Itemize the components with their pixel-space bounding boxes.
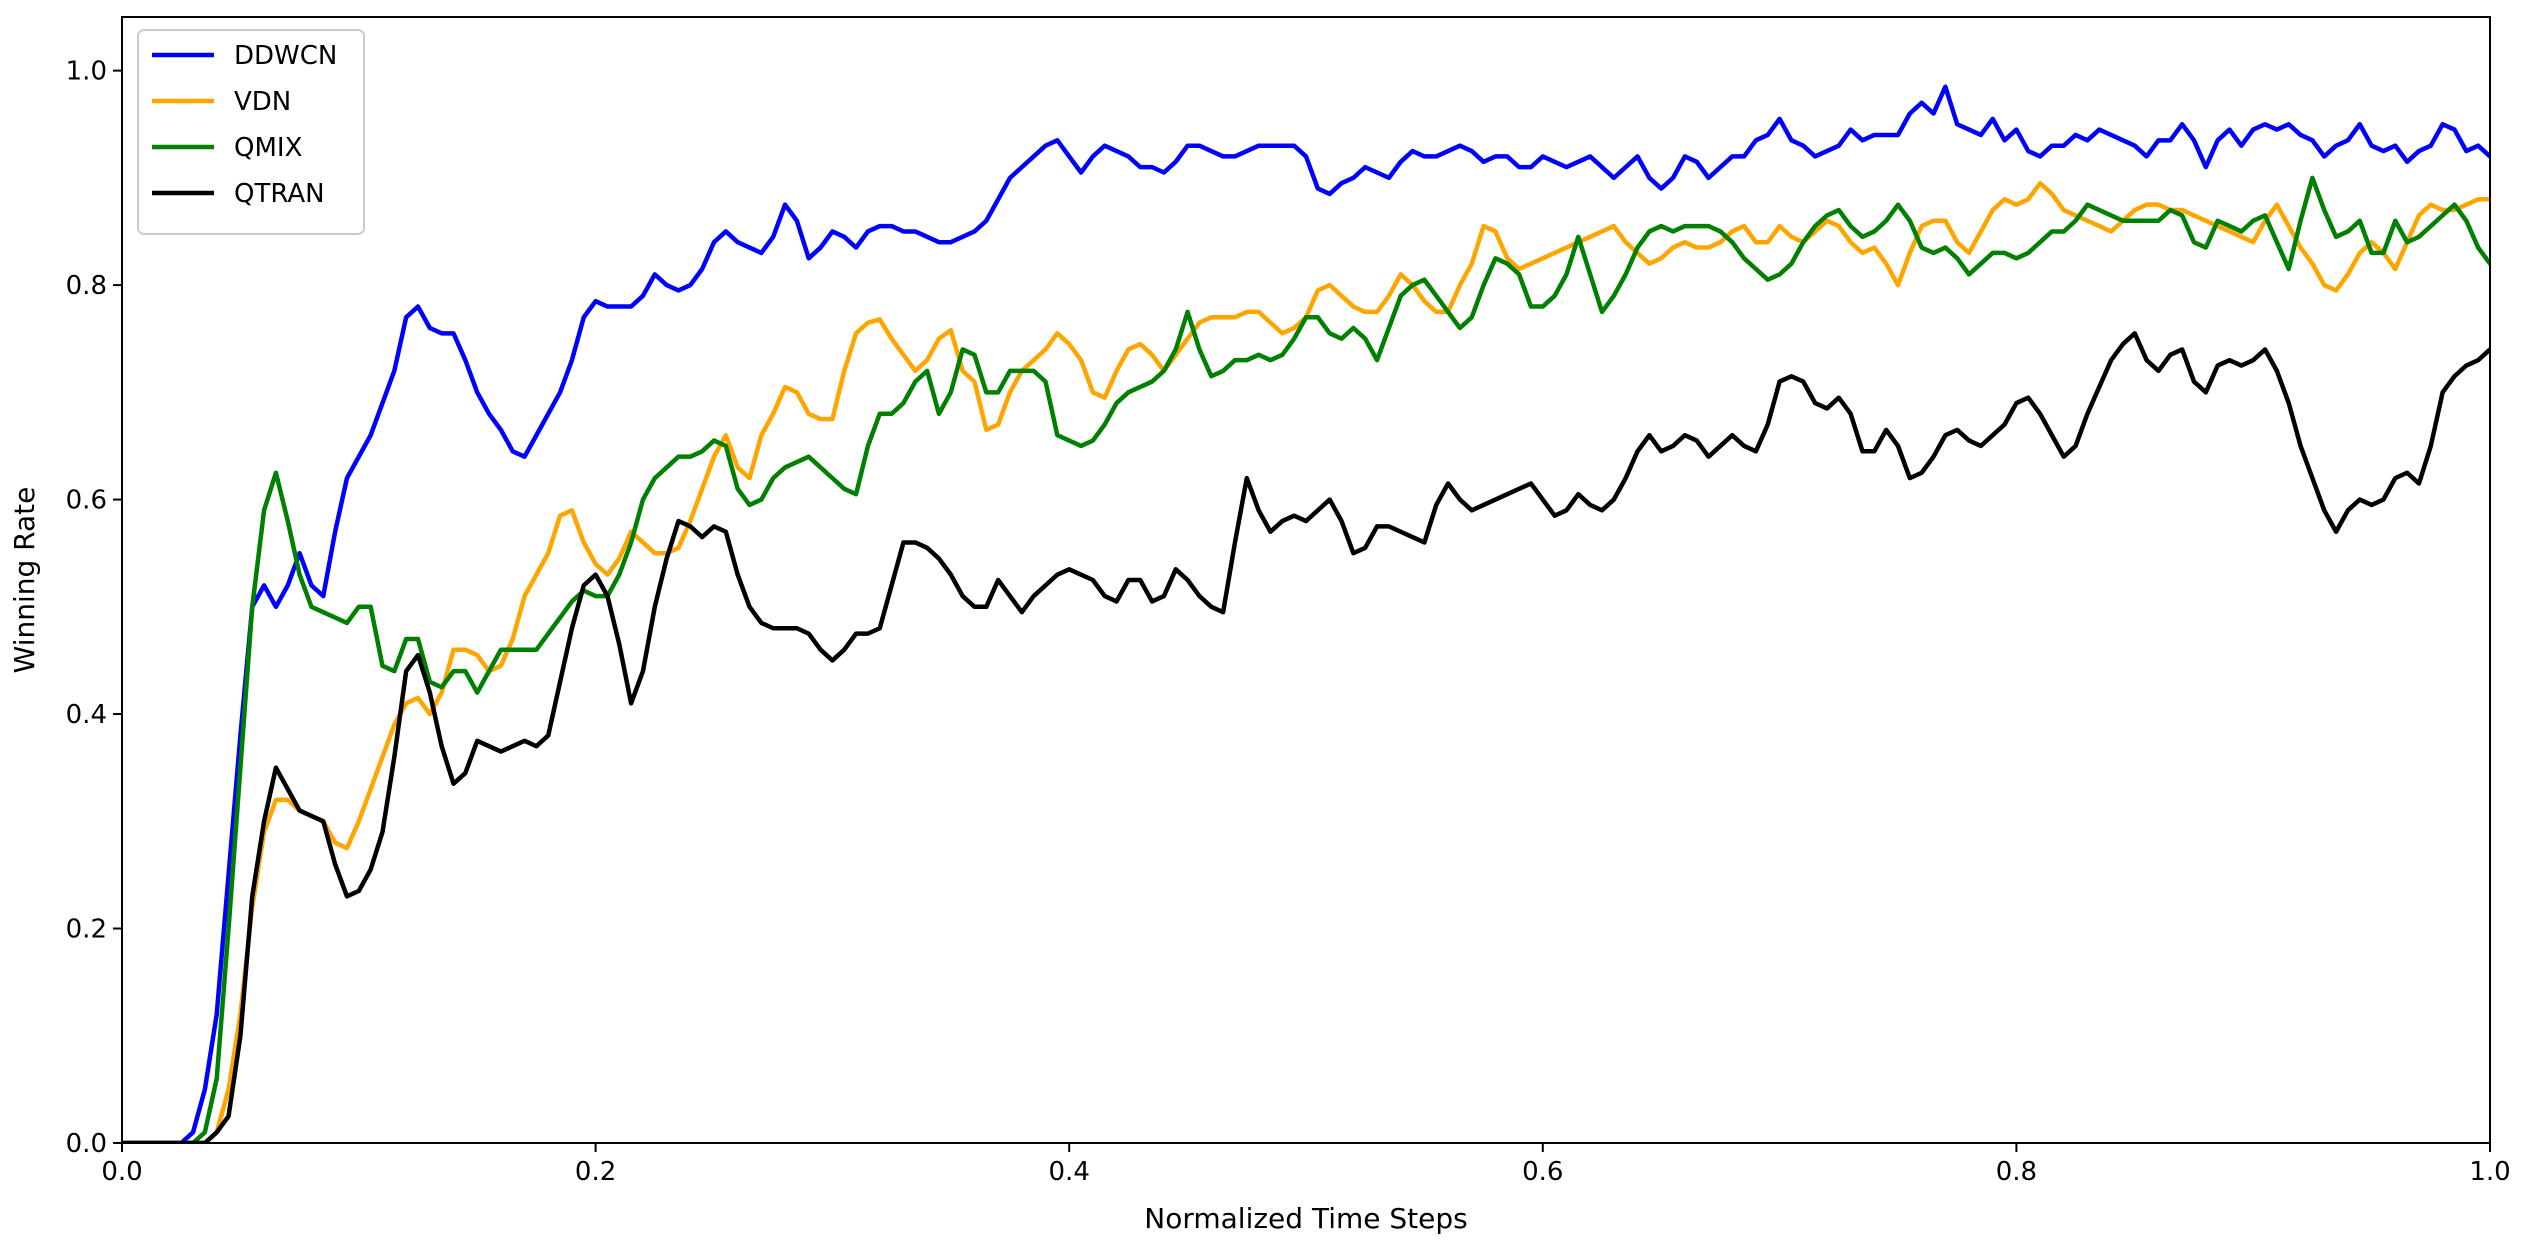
series-line-ddwcn xyxy=(122,84,2490,1143)
legend-label-qtran: QTRAN xyxy=(234,179,325,209)
y-tick-label: 0.4 xyxy=(66,700,107,730)
x-tick-label: 0.4 xyxy=(1049,1157,1090,1187)
series-line-vdn xyxy=(122,180,2490,1143)
y-tick-label: 0.0 xyxy=(66,1129,107,1159)
y-tick-label: 0.2 xyxy=(66,915,107,945)
x-tick-label: 0.2 xyxy=(575,1157,616,1187)
legend-label-ddwcn: DDWCN xyxy=(234,41,337,71)
legend-box xyxy=(137,29,365,235)
legend-label-qmix: QMIX xyxy=(234,133,302,163)
series-line-qtran xyxy=(122,331,2490,1143)
series-line-qmix xyxy=(122,175,2490,1143)
x-tick-label: 0.0 xyxy=(101,1157,142,1187)
x-tick-label: 1.0 xyxy=(2469,1157,2510,1187)
y-tick-label: 0.6 xyxy=(66,486,107,516)
y-tick-label: 0.8 xyxy=(66,271,107,301)
y-axis-label: Winning Rate xyxy=(8,487,41,674)
legend: DDWCN VDN QMIX QTRAN xyxy=(137,29,365,235)
axes: 0.0 0.2 0.4 0.6 0.8 1.0 0.0 0.2 0.4 0.6 0.8 1.0 xyxy=(66,16,2511,1187)
x-tick-label: 0.8 xyxy=(1996,1157,2037,1187)
x-tick-label: 0.6 xyxy=(1522,1157,1563,1187)
x-axis-label: Normalized Time Steps xyxy=(1144,1202,1467,1235)
legend-label-vdn: VDN xyxy=(234,87,291,117)
y-tick-label: 1.0 xyxy=(66,57,107,87)
plot-frame xyxy=(121,16,2491,1144)
plot-area xyxy=(122,84,2490,1143)
